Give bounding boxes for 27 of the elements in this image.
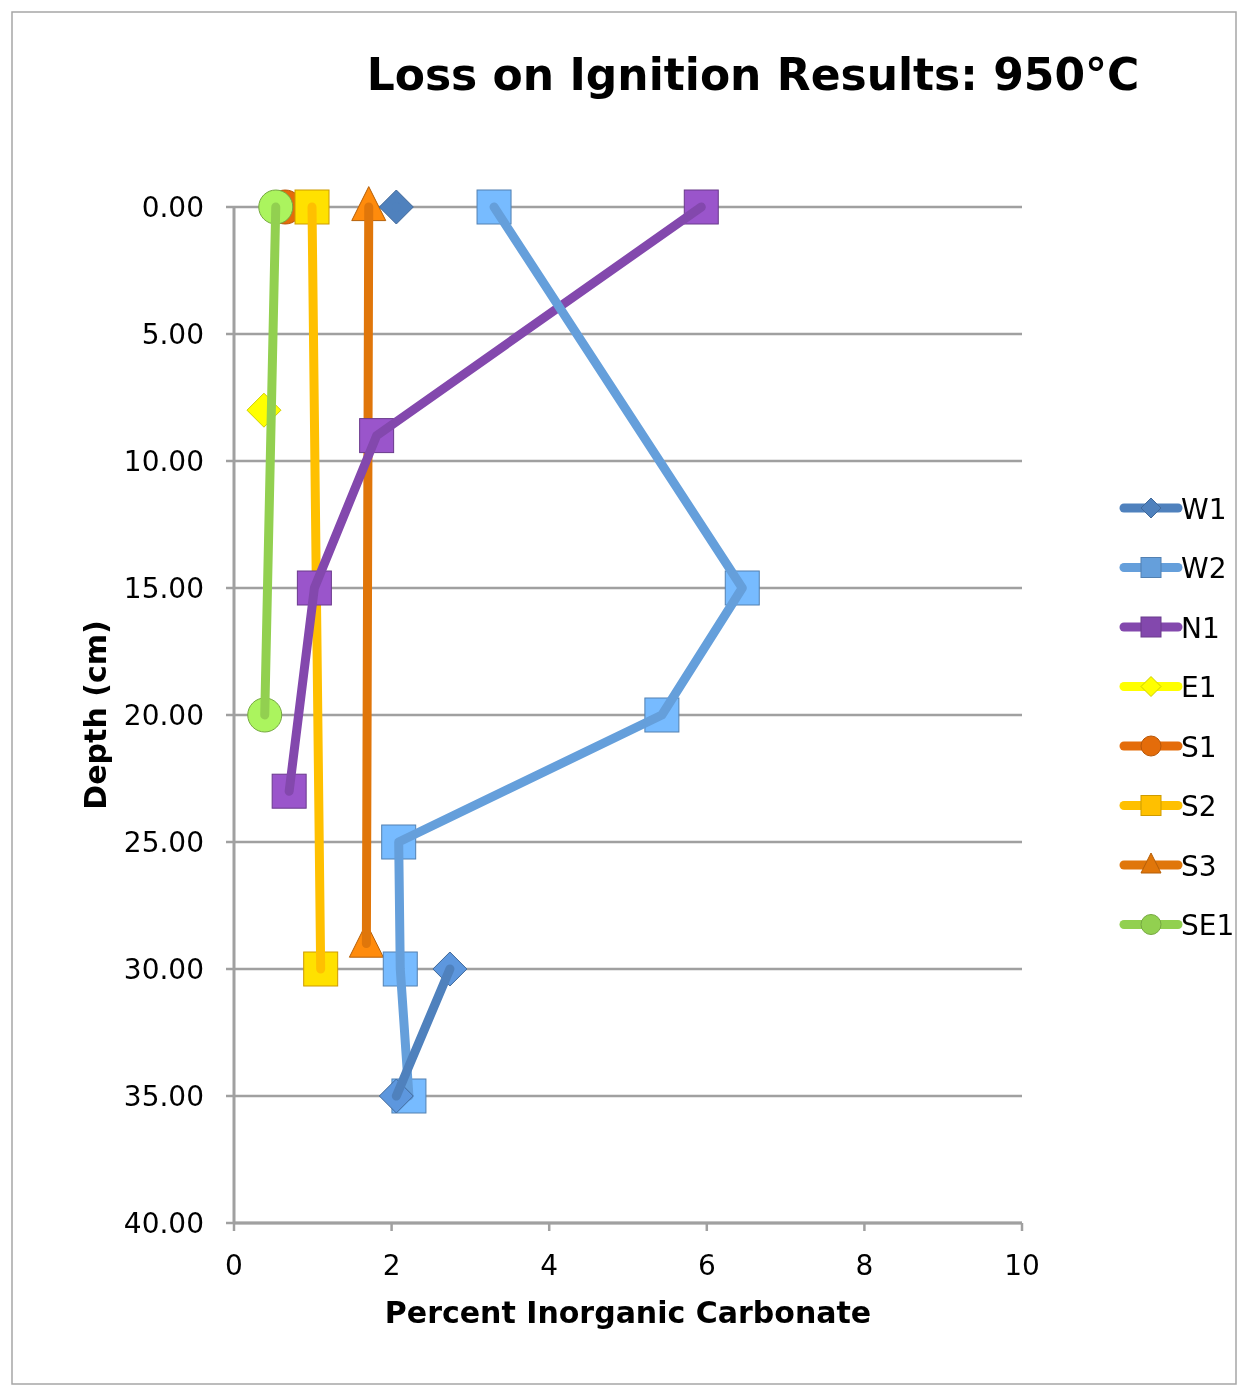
legend-label: S2: [1181, 790, 1217, 824]
chart-title: Loss on Ignition Results: 950°C: [366, 49, 1140, 100]
y-tick-label: 5.00: [141, 317, 204, 351]
y-tick-label: 35.00: [123, 1079, 204, 1113]
legend-label: S3: [1181, 849, 1217, 883]
legend-label: E1: [1181, 671, 1217, 705]
x-tick-label: 2: [382, 1249, 401, 1282]
x-tick-label: 0: [225, 1249, 243, 1282]
legend-label: N1: [1181, 611, 1220, 645]
y-tick-label: 10.00: [123, 444, 204, 478]
x-tick-label: 6: [697, 1249, 716, 1282]
x-tick-label: 10: [1004, 1249, 1040, 1282]
y-tick-label: 30.00: [123, 952, 204, 986]
y-tick-label: 20.00: [123, 698, 204, 732]
point: [378, 189, 414, 225]
x-axis-title: Percent Inorganic Carbonate: [384, 1295, 872, 1330]
y-tick-label: 0.00: [141, 190, 204, 224]
legend-label: W2: [1181, 552, 1227, 586]
y-tick-label: 25.00: [123, 825, 204, 859]
legend-label: W1: [1181, 492, 1227, 526]
x-tick-label: 4: [540, 1249, 559, 1282]
y-tick-label: 40.00: [123, 1206, 204, 1240]
y-axis-title: Depth (cm): [78, 620, 113, 810]
y-tick-label: 15.00: [123, 571, 204, 605]
legend-label: SE1: [1181, 909, 1235, 943]
legend-label: S1: [1181, 730, 1217, 764]
x-tick-label: 8: [855, 1249, 874, 1282]
